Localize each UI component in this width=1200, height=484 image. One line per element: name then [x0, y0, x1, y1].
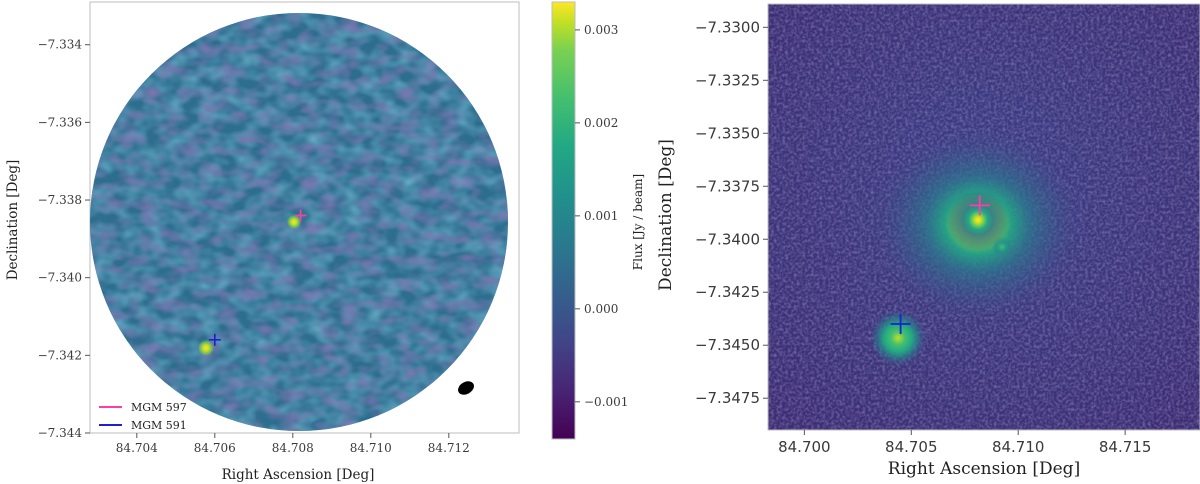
legend-label-mgm591: MGM 591: [131, 419, 187, 432]
right-y-axis-label: Declination [Deg]: [656, 139, 676, 291]
right-x-tick-label: 84.700: [778, 438, 831, 456]
left-x-tick-label: 84.710: [350, 441, 392, 455]
left-y-tick-label: −7.338: [38, 193, 82, 207]
beam-ellipse: [458, 381, 474, 395]
right-y-tick-label: −7.3350: [695, 124, 760, 142]
left-y-tick-label: −7.344: [38, 426, 83, 440]
right-y-tick-label: −7.3300: [695, 18, 760, 36]
legend: MGM 597 MGM 591: [99, 401, 187, 432]
right-x-tick-label: 84.705: [885, 438, 938, 456]
source-blob-591: [197, 339, 215, 357]
left-x-tick-label: 84.712: [428, 441, 470, 455]
legend-label-mgm597: MGM 597: [131, 401, 187, 414]
left-y-axis-label: Declination [Deg]: [5, 160, 21, 281]
left-y-tick-label: −7.340: [38, 271, 82, 285]
right-panel: 84.700 84.705 84.710 84.715 −7.3300 −7.3325 −…: [656, 3, 1200, 479]
nir-image: [768, 4, 1200, 430]
left-x-tick-label: 84.704: [116, 441, 158, 455]
left-y-tick-label: −7.334: [38, 38, 83, 52]
right-plot-frame: [767, 3, 1200, 431]
colorbar-tick-label: 0.000: [584, 302, 618, 316]
colorbar-tick-label: −0.001: [584, 395, 628, 409]
right-x-axis-label: Right Ascension [Deg]: [888, 459, 1080, 479]
right-y-tick-label: −7.3475: [695, 389, 760, 407]
right-y-tick-label: −7.3450: [695, 336, 760, 354]
colorbar-tick-label: 0.003: [584, 23, 618, 37]
alma-flux-disc: [90, 13, 508, 431]
left-y-tick-label: −7.342: [38, 348, 82, 362]
right-y-tick-label: −7.3400: [695, 230, 760, 248]
right-y-tick-label: −7.3425: [695, 283, 760, 301]
right-y-tick-label: −7.3325: [695, 71, 760, 89]
left-panel: 84.704 84.706 84.708 84.710 84.712 −7.334 −7.…: [5, 1, 520, 483]
colorbar-label: Flux [Jy / beam]: [631, 174, 645, 270]
left-x-tick-label: 84.706: [194, 441, 236, 455]
right-x-tick-label: 84.710: [992, 438, 1045, 456]
source-blob-597: [286, 214, 302, 230]
left-x-axis-label: Right Ascension [Deg]: [222, 467, 375, 483]
right-y-tick-label: −7.3375: [695, 177, 760, 195]
right-x-tick-label: 84.715: [1099, 438, 1152, 456]
colorbar-tick-label: 0.001: [584, 209, 618, 223]
colorbar-tick-label: 0.002: [584, 116, 618, 130]
left-y-tick-label: −7.336: [38, 115, 82, 129]
colorbar: 0.003 0.002 0.001 0.000 −0.001 Flux [Jy / be…: [551, 1, 645, 440]
left-x-tick-label: 84.708: [272, 441, 314, 455]
colorbar-gradient: [551, 1, 576, 440]
